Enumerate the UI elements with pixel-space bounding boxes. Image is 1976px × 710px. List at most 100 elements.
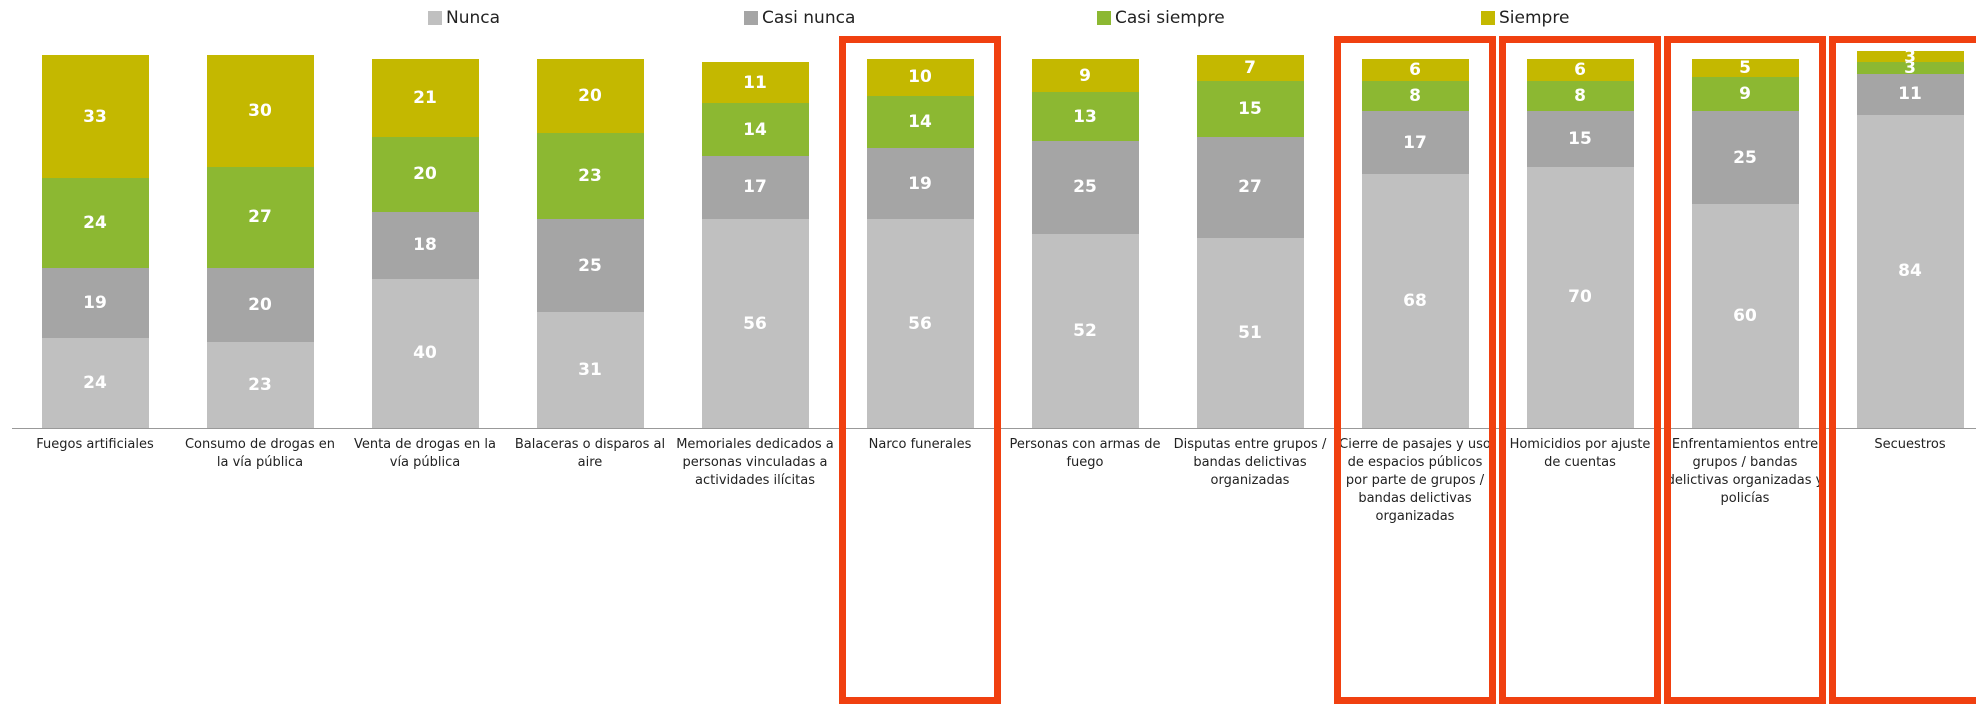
bar-segment <box>206 267 314 343</box>
highlight-box <box>839 36 1001 704</box>
bar-segment <box>866 58 974 97</box>
value-label: 68 <box>1403 291 1427 312</box>
legend-swatch <box>1481 11 1495 25</box>
x-tick-label: Memoriales dedicados a personas vinculad… <box>676 437 834 488</box>
value-label: 56 <box>908 313 932 334</box>
value-label: 52 <box>1073 321 1097 342</box>
value-label: 17 <box>1403 132 1427 153</box>
x-tick-label: Narco funerales <box>868 437 972 452</box>
x-tick-label: Consumo de drogas en la vía pública <box>184 437 336 470</box>
value-label: 5 <box>1739 58 1751 79</box>
bar-segment <box>1031 234 1139 428</box>
value-label: 30 <box>248 100 272 121</box>
x-tick-label: Disputas entre grupos / bandas delictiva… <box>1173 437 1327 488</box>
bar-segment <box>866 219 974 428</box>
bar-segment <box>1361 174 1469 428</box>
value-label: 9 <box>1079 65 1091 86</box>
value-label: 9 <box>1739 84 1751 105</box>
x-tick-label: Secuestros <box>1874 437 1946 452</box>
value-label: 6 <box>1409 59 1421 80</box>
bar-segment <box>1856 114 1964 428</box>
value-label: 8 <box>1574 86 1586 107</box>
value-label: 15 <box>1568 128 1592 149</box>
legend-swatch <box>428 11 442 25</box>
bar-segment <box>1196 55 1304 82</box>
value-label: 20 <box>413 164 437 185</box>
bar-segment <box>1691 77 1799 111</box>
bar-segment <box>371 211 479 279</box>
bar-segment <box>1526 81 1634 111</box>
value-label: 23 <box>578 166 602 187</box>
x-tick-label: Cierre de pasajes y uso de espacios públ… <box>1339 437 1491 524</box>
bar-segment <box>1856 51 1964 63</box>
bar-segment <box>1691 204 1799 428</box>
value-label: 15 <box>1238 99 1262 120</box>
bar-segment <box>206 166 314 268</box>
value-label: 10 <box>908 67 932 88</box>
bar-segment <box>536 219 644 313</box>
legend-item: Casi siempre <box>1097 8 1225 28</box>
value-label: 23 <box>248 375 272 396</box>
value-label: 51 <box>1238 322 1262 343</box>
bar-segment <box>1526 58 1634 82</box>
legend-swatch <box>1097 11 1111 25</box>
value-label: 3 <box>1904 58 1916 79</box>
x-tick-label: Venta de drogas en la vía pública <box>353 437 497 470</box>
highlight-box <box>1829 36 1976 704</box>
bar-segment <box>371 137 479 212</box>
x-tick-label: Fuegos artificiales <box>36 437 154 452</box>
value-label: 27 <box>248 207 272 228</box>
value-label: 25 <box>578 255 602 276</box>
highlight-box <box>1664 36 1826 704</box>
bar-segment <box>1691 110 1799 205</box>
bar-segment <box>206 55 314 167</box>
value-label: 20 <box>578 86 602 107</box>
bar-segment <box>866 148 974 220</box>
value-label: 14 <box>743 119 767 140</box>
legend-label: Nunca <box>446 8 501 28</box>
bar-segment <box>1031 58 1139 93</box>
value-label: 56 <box>743 313 767 334</box>
bar-segment <box>1691 58 1799 78</box>
value-label: 3 <box>1904 46 1916 67</box>
value-label: 24 <box>83 212 107 233</box>
bar-segment <box>41 267 149 339</box>
bar-segment <box>866 96 974 149</box>
value-label: 24 <box>83 373 107 394</box>
highlight-box <box>1499 36 1661 704</box>
legend-label: Casi nunca <box>762 8 856 28</box>
bar-segment <box>371 278 479 428</box>
legend-item: Nunca <box>428 8 500 28</box>
bar-segment <box>1361 58 1469 82</box>
legend-item: Siempre <box>1481 8 1569 28</box>
bar-segment <box>701 103 809 156</box>
value-label: 25 <box>1733 147 1757 168</box>
bar-segment <box>1031 140 1139 235</box>
legend-swatch <box>744 11 758 25</box>
value-label: 19 <box>83 293 107 314</box>
value-label: 27 <box>1238 177 1262 198</box>
value-label: 8 <box>1409 86 1421 107</box>
x-tick-label: Personas con armas de fuego <box>1009 437 1161 470</box>
legend-item: Casi nunca <box>744 8 855 28</box>
bar-segment <box>536 312 644 428</box>
bar-segment <box>1196 81 1304 138</box>
bar-segment <box>1526 110 1634 167</box>
bar-segment <box>1196 137 1304 238</box>
bar-segment <box>206 342 314 428</box>
x-tick-label: Enfrentamientos entre grupos / bandas de… <box>1666 437 1824 506</box>
value-label: 33 <box>83 106 107 127</box>
value-label: 11 <box>1898 84 1922 105</box>
value-label: 21 <box>413 87 437 108</box>
bar-segment <box>701 155 809 220</box>
bar-segment <box>701 62 809 104</box>
bar-segment <box>371 58 479 138</box>
value-label: 60 <box>1733 306 1757 327</box>
legend-label: Siempre <box>1499 8 1570 28</box>
value-label: 31 <box>578 360 602 381</box>
value-label: 14 <box>908 112 932 133</box>
bar-segment <box>1856 73 1964 115</box>
bar-segment <box>1361 110 1469 175</box>
value-label: 7 <box>1244 58 1256 79</box>
